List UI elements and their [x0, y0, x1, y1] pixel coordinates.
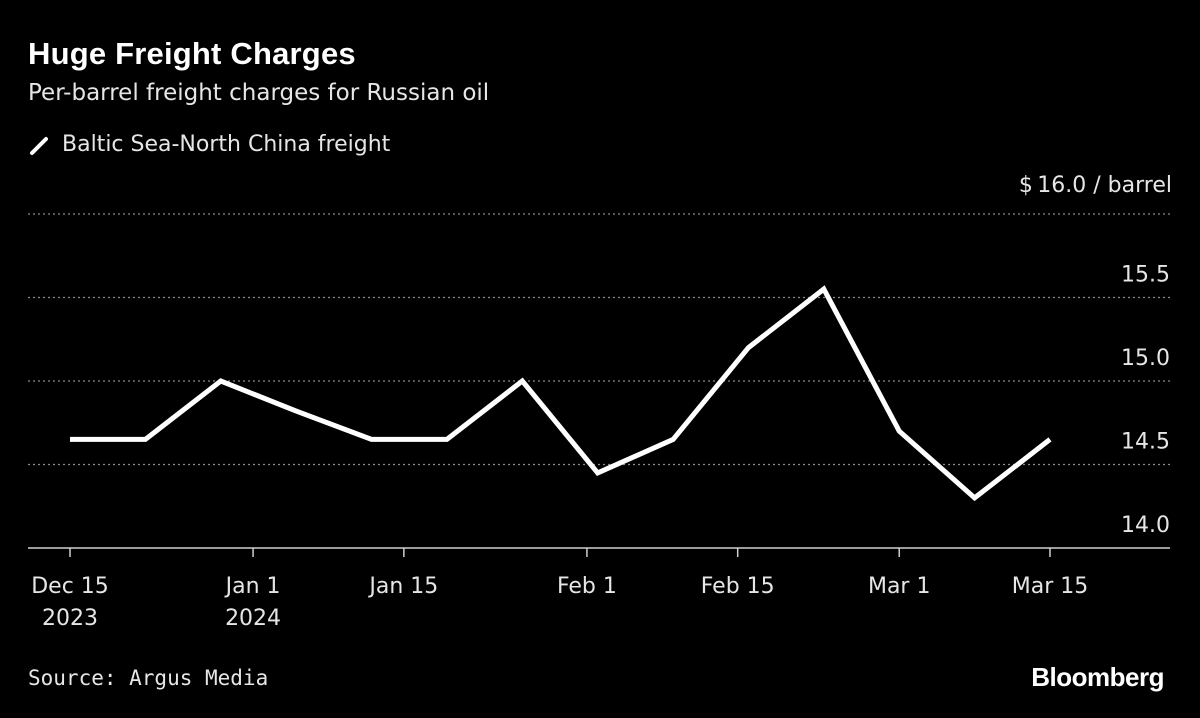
brand-logo: Bloomberg	[1031, 662, 1164, 692]
y-tick-label: 15.0	[1121, 346, 1170, 371]
x-tick-label: Jan 15	[367, 574, 438, 599]
series-line	[70, 285, 1052, 502]
x-tick-label: Mar 15	[1012, 574, 1089, 599]
chart-title: Huge Freight Charges	[28, 36, 356, 71]
x-tick-label: Feb 1	[557, 574, 617, 599]
legend-label: Baltic Sea-North China freight	[62, 132, 391, 157]
x-tick-label: Feb 15	[701, 574, 775, 599]
legend-line-icon	[30, 136, 48, 155]
y-tick-label: 14.5	[1121, 430, 1170, 455]
source-note: Source: Argus Media	[28, 666, 269, 690]
y-axis-unit-label: $ 16.0 / barrel	[1018, 173, 1172, 198]
y-tick-label: 14.0	[1121, 513, 1170, 538]
x-tick-label: Jan 1	[224, 574, 281, 599]
x-tick-label: 2024	[225, 606, 281, 631]
x-tick-label: 2023	[42, 606, 98, 631]
y-tick-label: 15.5	[1121, 263, 1170, 288]
legend: Baltic Sea-North China freight	[28, 132, 390, 157]
x-tick-label: Mar 1	[868, 574, 931, 599]
chart-subtitle: Per-barrel freight charges for Russian o…	[28, 80, 490, 106]
x-tick-label: Dec 15	[31, 574, 109, 599]
